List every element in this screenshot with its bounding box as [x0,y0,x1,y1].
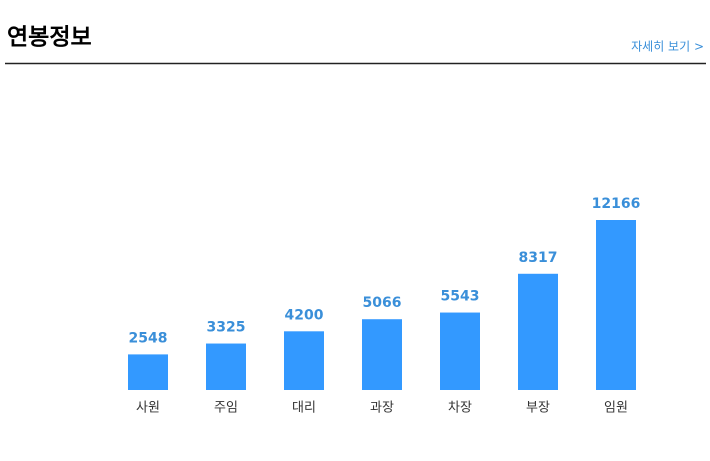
value-label: 2548 [129,330,168,346]
bar [596,220,636,390]
value-label: 12166 [592,196,641,212]
widget-title: 연봉정보 [7,25,92,51]
x-tick-label: 과장 [370,401,394,416]
value-label: 8317 [519,250,558,266]
bar [284,331,324,390]
bar [440,312,480,390]
x-tick-label: 부장 [526,401,550,416]
x-tick-label: 차장 [448,401,472,416]
bar [362,319,402,390]
bar [206,343,246,390]
bar [518,273,558,390]
value-label: 5066 [363,295,402,311]
value-label: 5543 [441,289,480,305]
x-tick-label: 대리 [292,401,316,416]
more-link[interactable]: 자세히 보기 > [631,40,704,54]
value-label: 3325 [207,320,246,336]
value-label: 4200 [285,307,324,323]
chart: 2548 사원 3325 주임 4200 대리 5066 과장 5543 차장 8317 부장 1216… [128,196,640,416]
x-tick-label: 주임 [214,401,238,416]
x-tick-label: 사원 [136,401,160,416]
x-tick-label: 임원 [604,401,628,416]
bar [128,354,168,390]
